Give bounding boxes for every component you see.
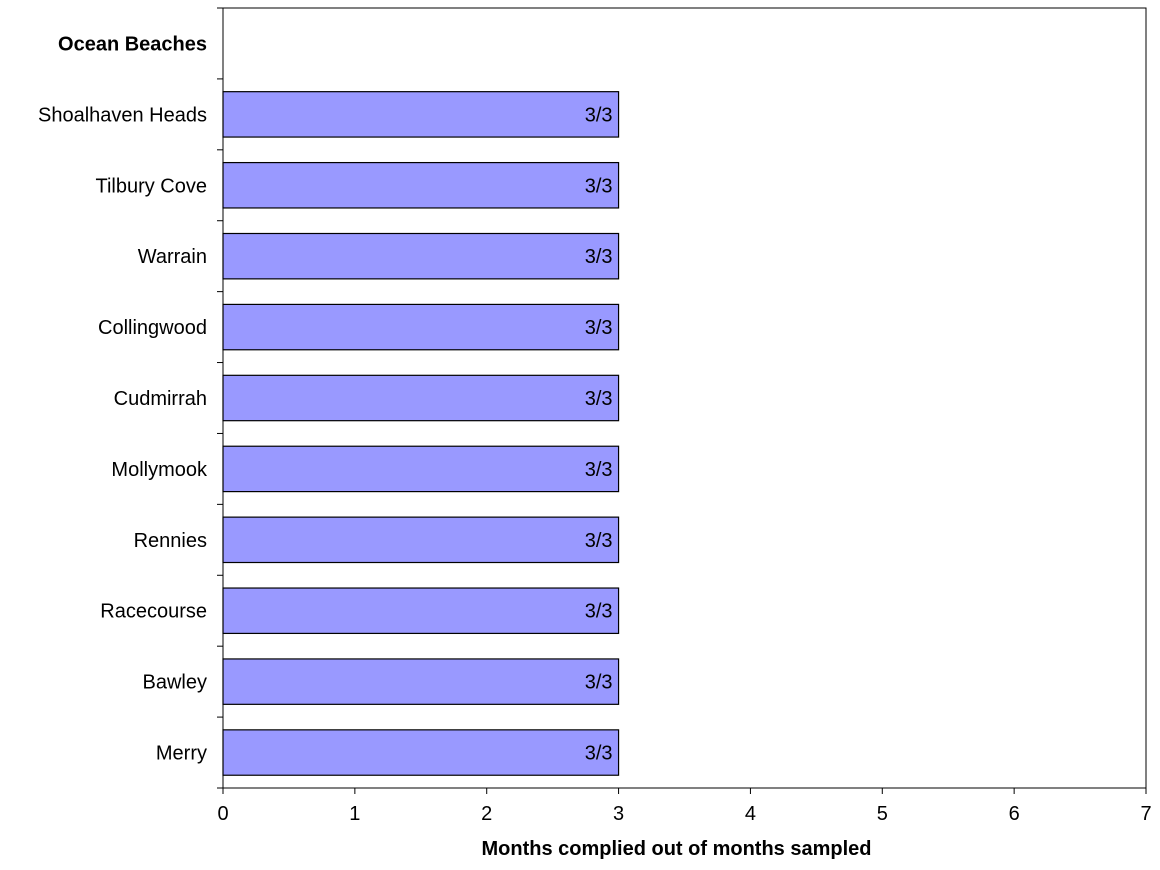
x-axis-ticks: 0 1 2 3 4 5 6 7 (217, 788, 1152, 825)
data-label: 3/3 (585, 459, 613, 481)
data-label: 3/3 (585, 743, 613, 765)
category-label: Warrain (138, 246, 207, 268)
x-tick-label: 4 (745, 803, 756, 825)
x-axis-title: Months complied out of months sampled (482, 838, 872, 860)
category-label: Racecourse (100, 601, 207, 623)
x-tick-label: 7 (1140, 803, 1151, 825)
x-tick-label: 3 (613, 803, 624, 825)
category-label: Tilbury Cove (95, 175, 207, 197)
data-label: 3/3 (585, 601, 613, 623)
x-tick-label: 0 (217, 803, 228, 825)
bar (222, 516, 620, 564)
bar (222, 587, 620, 635)
category-label: Merry (156, 743, 207, 765)
x-tick-label: 6 (1009, 803, 1020, 825)
bar (222, 374, 620, 422)
bar (222, 445, 620, 493)
data-label: 3/3 (585, 317, 613, 339)
bar (222, 303, 620, 351)
data-label: 3/3 (585, 672, 613, 694)
category-label: Rennies (134, 530, 207, 552)
data-label: 3/3 (585, 246, 613, 268)
x-tick-label: 2 (481, 803, 492, 825)
category-label: Mollymook (111, 459, 208, 481)
category-label: Shoalhaven Heads (38, 104, 207, 126)
category-labels: Ocean Beaches Shoalhaven Heads Tilbury Cov… (38, 33, 208, 764)
data-label: 3/3 (585, 175, 613, 197)
data-label: 3/3 (585, 388, 613, 410)
category-label: Cudmirrah (114, 388, 207, 410)
x-tick-label: 5 (877, 803, 888, 825)
bar (222, 161, 620, 209)
category-label: Collingwood (98, 317, 207, 339)
x-tick-label: 1 (349, 803, 360, 825)
category-label: Bawley (143, 672, 207, 694)
bar (222, 91, 620, 138)
bars-group: 3/3 3/3 3/3 3/3 3/3 3/3 3/3 3/3 3/3 3/3 (222, 91, 620, 776)
bar (222, 658, 620, 705)
data-label: 3/3 (585, 104, 613, 126)
bar (222, 232, 620, 280)
data-label: 3/3 (585, 530, 613, 552)
category-label: Ocean Beaches (58, 33, 207, 55)
bar (222, 729, 620, 776)
